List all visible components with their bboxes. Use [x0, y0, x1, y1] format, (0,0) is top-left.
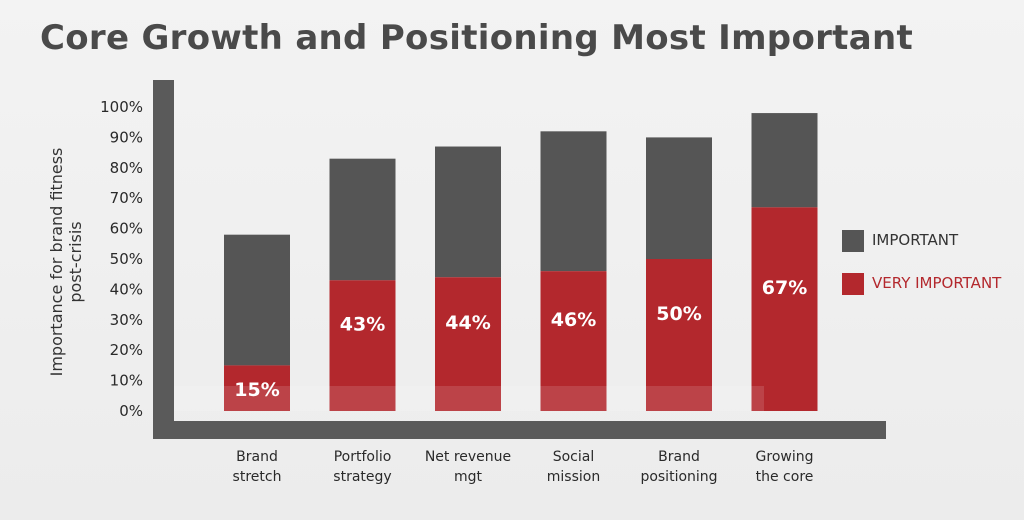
x-category-label: Brand stretch — [233, 449, 282, 485]
data-label: 50% — [656, 303, 701, 325]
y-axis-bar — [153, 80, 174, 437]
y-tick-label: 0% — [119, 402, 143, 420]
bar-important — [646, 137, 712, 259]
legend-label-important: IMPORTANT — [872, 231, 959, 249]
legend-item-very-important: VERY IMPORTANT — [842, 273, 1002, 295]
bar-very-important — [435, 277, 501, 411]
bar-very-important — [329, 280, 396, 411]
y-tick-label: 70% — [110, 189, 143, 207]
x-category-label: Social mission — [547, 449, 600, 485]
bar-very-important — [646, 259, 712, 411]
y-tick-label: 40% — [110, 280, 143, 298]
bar-important — [540, 131, 607, 272]
x-axis-bar — [153, 421, 886, 439]
x-category-label: Brand positioning — [640, 449, 717, 485]
y-tick-label: 60% — [110, 220, 143, 238]
y-tick-label: 30% — [110, 311, 143, 329]
bar-very-important — [751, 207, 818, 411]
y-tick-label: 80% — [110, 159, 143, 177]
y-tick-label: 10% — [110, 372, 143, 390]
data-label: 44% — [445, 312, 490, 334]
y-tick-label: 100% — [100, 98, 143, 116]
bar-very-important — [540, 271, 607, 411]
data-label: 67% — [762, 277, 807, 299]
bar-very-important — [224, 365, 290, 411]
y-axis-title: Importance for brand fitnesspost-crisis — [47, 148, 85, 377]
bar-important — [435, 146, 501, 278]
x-category-label: Portfolio strategy — [333, 449, 391, 485]
data-label: 15% — [234, 379, 279, 401]
data-label: 43% — [340, 314, 385, 336]
y-tick-label: 50% — [110, 250, 143, 268]
legend-item-important: IMPORTANT — [842, 230, 1002, 252]
legend-label-very-important: VERY IMPORTANT — [872, 274, 1002, 292]
page-title: Core Growth and Positioning Most Importa… — [40, 18, 914, 58]
baseline-band — [174, 386, 764, 411]
y-tick-label: 20% — [110, 341, 143, 359]
bar-important — [224, 234, 290, 366]
bar-important — [751, 113, 818, 208]
x-category-label: Growing the core — [756, 449, 814, 485]
legend-swatch-important — [842, 230, 864, 252]
legend-swatch-very-important — [842, 273, 864, 295]
bar-important — [329, 158, 396, 281]
y-tick-label: 90% — [110, 128, 143, 146]
data-label: 46% — [551, 309, 596, 331]
x-category-label: Net revenue mgt — [425, 449, 511, 485]
